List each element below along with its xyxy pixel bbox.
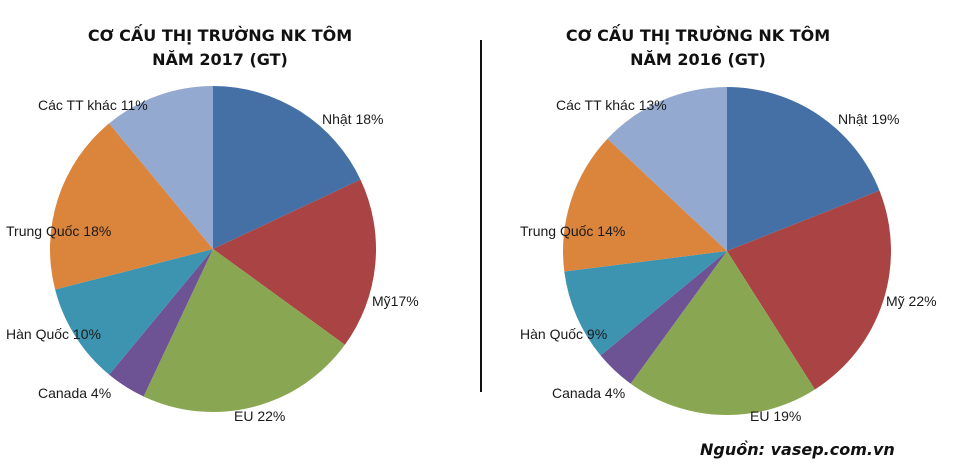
chart-title-2016: CƠ CẤU THỊ TRƯỜNG NK TÔM NĂM 2016 (GT) — [538, 24, 858, 72]
chart-title-2017-line2: NĂM 2017 (GT) — [152, 50, 288, 69]
pie-slice-2017-trung-quoc — [49, 123, 214, 290]
pie-label-2016-canada: Canada 4% — [552, 385, 625, 401]
pie-label-2017-canada: Canada 4% — [38, 385, 111, 401]
pie-label-2017-my: Mỹ17% — [372, 293, 419, 309]
source-credit: Nguồn: vasep.com.vn — [700, 440, 895, 459]
pie-slice-2017-nhat — [213, 86, 361, 249]
pie-slice-2016-my — [727, 190, 891, 390]
pie-slice-2016-nhat — [727, 87, 880, 251]
chart-title-2016-line1: CƠ CẤU THỊ TRƯỜNG NK TÔM — [565, 26, 831, 45]
pie-label-2016-han-quoc: Hàn Quốc 9% — [520, 326, 607, 342]
pie-label-2016-eu: EU 19% — [750, 408, 801, 424]
chart-title-2017-line1: CƠ CẤU THỊ TRƯỜNG NK TÔM — [87, 26, 353, 45]
pie-label-2016-nhat: Nhật 19% — [838, 111, 899, 127]
pie-slice-2016-eu — [630, 251, 815, 416]
pie-label-2016-cac-tt-khac: Các TT khác 13% — [556, 97, 667, 113]
pie-label-2017-nhat: Nhật 18% — [322, 111, 383, 127]
pie-slice-2017-my — [213, 179, 377, 345]
pie-slice-2017-eu — [143, 249, 345, 413]
pie-2017: Nhật 18% Mỹ17% EU 22% Canada 4% Hàn Quốc 10%… — [6, 86, 419, 424]
pie-label-2017-eu: EU 22% — [234, 408, 285, 424]
pie-2016: Nhật 19% Mỹ 22% EU 19% Canada 4% Hàn Quốc 9%… — [520, 87, 937, 424]
pie-slice-2016-han-quoc — [564, 251, 727, 356]
pie-label-2017-cac-tt-khac: Các TT khác 11% — [38, 97, 148, 113]
pie-slice-2017-cac-tt-khac — [109, 86, 213, 249]
pie-label-2017-han-quoc: Hàn Quốc 10% — [6, 326, 101, 342]
pie-label-2017-trung-quoc: Trung Quốc 18% — [6, 223, 111, 239]
pie-slice-2016-canada — [600, 251, 727, 384]
chart-title-2017: CƠ CẤU THỊ TRƯỜNG NK TÔM NĂM 2017 (GT) — [60, 24, 380, 72]
pie-label-2016-trung-quoc: Trung Quốc 14% — [520, 223, 625, 239]
pie-slice-2016-trung-quoc — [562, 138, 727, 272]
chart-title-2016-line2: NĂM 2016 (GT) — [630, 50, 766, 69]
pie-slice-2016-cac-tt-khac — [607, 87, 727, 251]
pie-slice-2017-canada — [109, 249, 213, 397]
pie-slice-2017-han-quoc — [55, 249, 214, 375]
chart-divider — [480, 40, 482, 392]
pie-label-2016-my: Mỹ 22% — [886, 293, 937, 309]
